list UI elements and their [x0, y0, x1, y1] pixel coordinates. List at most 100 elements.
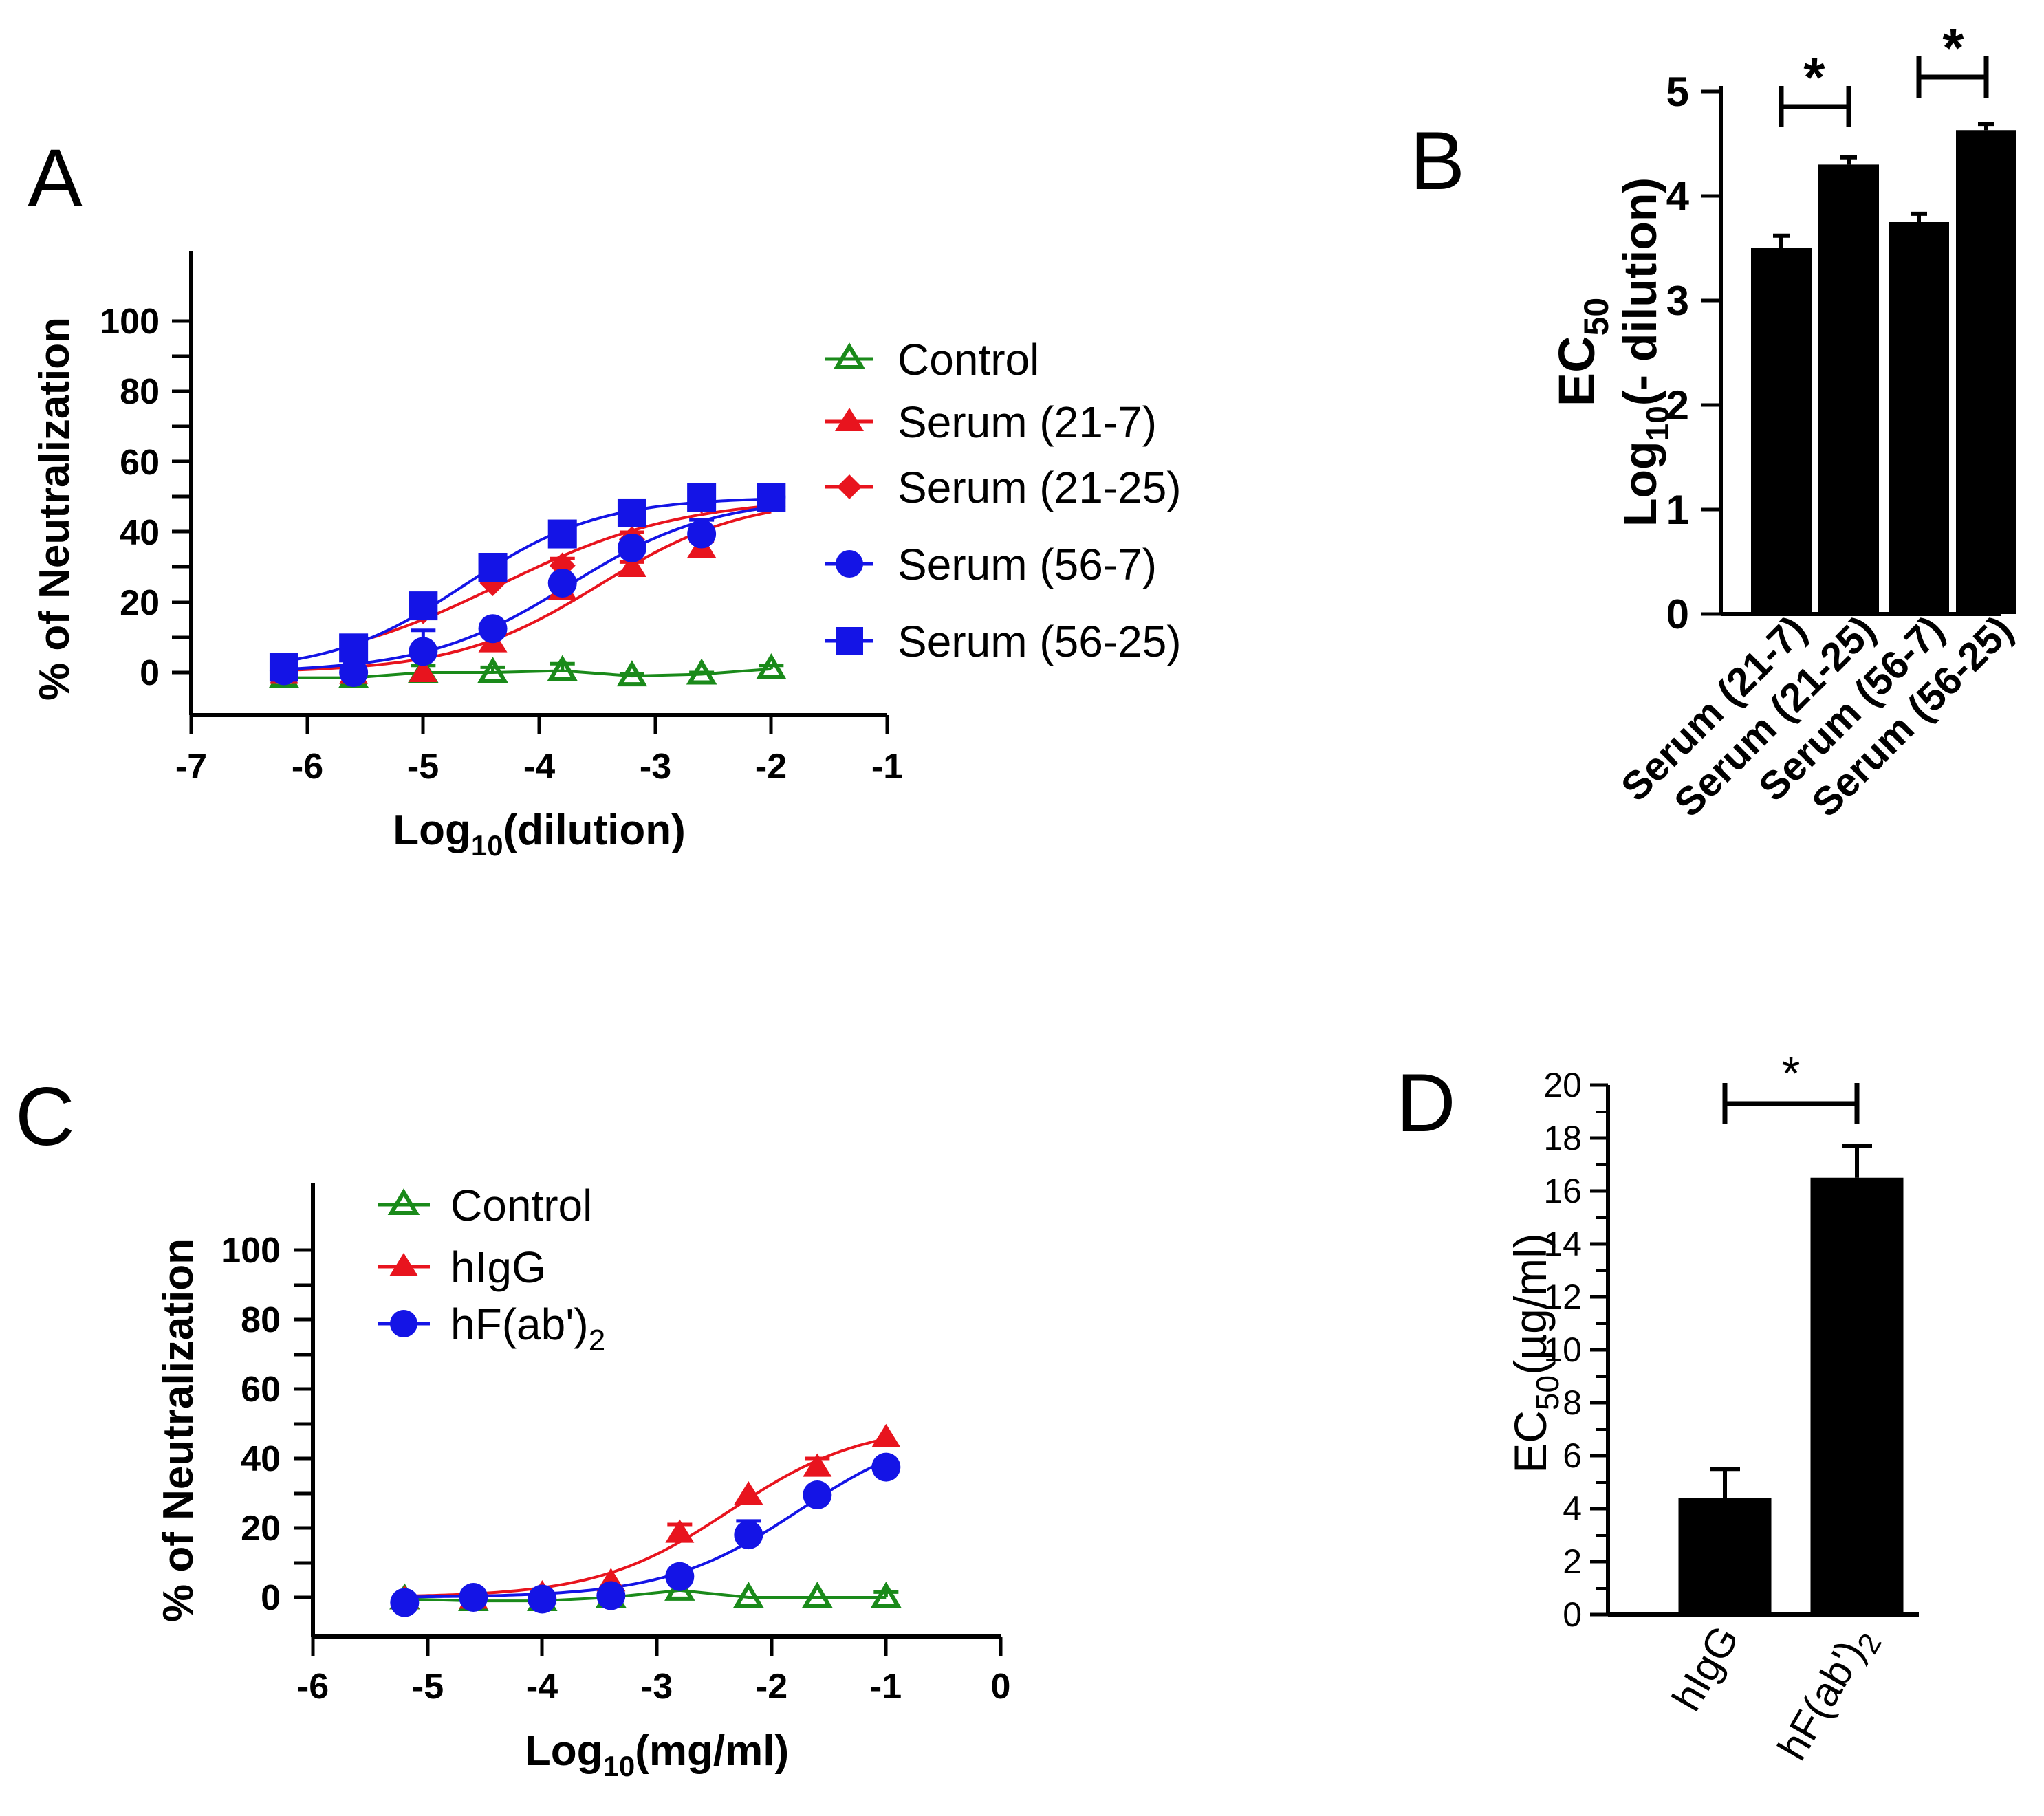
panel-d-y-tick-label: 20: [1543, 1066, 1582, 1104]
data-point: [617, 498, 646, 527]
circle-marker-icon: [390, 1310, 417, 1337]
panel-a-legend: Control Serum (21-7) Serum (21-25) Serum…: [825, 335, 1182, 666]
panel-c-x-ticks: -6 -5 -4 -3 -2 -1 0: [297, 1637, 1010, 1707]
panel-d-y-tick-label: 8: [1563, 1383, 1582, 1422]
panel-b-x-tick-labels: Serum (21-7) Serum (21-25) Serum (56-7) …: [1613, 607, 2021, 825]
panel-a-x-tick-label: -5: [407, 747, 439, 787]
legend-entry-serum-21-25: Serum (21-25): [825, 463, 1182, 512]
data-point: [547, 568, 577, 598]
data-point: [478, 553, 508, 582]
panel-a-x-tick-label: -6: [292, 747, 323, 787]
panel-d-x-tick-label: hF(ab')2: [1769, 1618, 1889, 1771]
bar: [1810, 1177, 1904, 1615]
data-point: [687, 483, 717, 512]
triangle-open-marker-icon: [387, 1188, 420, 1215]
data-point: [617, 533, 646, 562]
data-point: [596, 1581, 626, 1610]
panel-a-y-tick-label: 100: [100, 302, 160, 342]
panel-c-x-tick-label: -5: [412, 1667, 444, 1707]
panel-a-x-tick-label: -7: [175, 747, 207, 787]
panel-b-y-tick-label: 4: [1666, 173, 1690, 219]
panel-d-x-tick-label: hIgG: [1663, 1618, 1748, 1718]
bar: [1818, 164, 1879, 614]
panel-b-y-axis-label-top: EC50: [1548, 298, 1616, 406]
bar: [1889, 222, 1949, 614]
panel-a-x-tick-label: -2: [755, 747, 787, 787]
legend-label: Serum (56-25): [898, 617, 1182, 666]
panel-d-bars: [1678, 1144, 1904, 1615]
panel-b-y-tick-label: 0: [1666, 591, 1689, 637]
legend-entry-higg: hIgG: [378, 1243, 546, 1292]
panel-a-x-tick-label: -4: [523, 747, 555, 787]
data-point: [871, 1423, 901, 1447]
significance-star: *: [1781, 1047, 1800, 1100]
legend-entry-hfab2: hF(ab')2: [378, 1300, 605, 1357]
data-point: [665, 1562, 695, 1591]
panel-d-significance: *: [1722, 1047, 1860, 1124]
diamond-marker-icon: [837, 474, 862, 499]
panel-c-y-axis-label: % of Neutralization: [155, 1238, 202, 1622]
data-point: [477, 657, 508, 683]
data-point: [871, 1452, 901, 1482]
panel-c-y-tick-label: 0: [261, 1578, 281, 1618]
panel-c-y-ticks: 0 20 40 60 80 100: [221, 1231, 313, 1618]
panel-a-x-tick-label: -1: [871, 747, 903, 787]
data-point: [734, 1481, 763, 1505]
panel-b-y-axis-label-bottom: Log10(- dilution): [1614, 177, 1675, 527]
legend-label: Serum (21-25): [898, 463, 1182, 512]
panel-d-x-tick-labels: hIgG hF(ab')2: [1663, 1618, 1889, 1771]
square-marker-icon: [836, 627, 863, 655]
triangle-marker-icon: [835, 408, 864, 431]
panel-d-y-tick-label: 10: [1543, 1331, 1582, 1369]
panel-c-y-tick-label: 20: [241, 1509, 281, 1549]
panel-c-y-tick-label: 40: [241, 1439, 281, 1479]
panel-d-y-tick-label: 18: [1543, 1119, 1582, 1157]
panel-c-x-axis-label: Log10(mg/ml): [525, 1727, 789, 1782]
circle-marker-icon: [836, 550, 863, 578]
data-point: [409, 637, 438, 666]
panel-b-y-tick-label: 3: [1666, 278, 1689, 324]
panel-c-data-points: [389, 1423, 902, 1617]
panel-c-legend: Control hIgG hF(ab')2: [378, 1181, 605, 1357]
panel-a-data-points: [268, 483, 787, 688]
panel-d-y-tick-label: 6: [1563, 1436, 1582, 1475]
data-point: [409, 659, 438, 682]
data-point: [756, 653, 787, 679]
data-point: [547, 519, 577, 549]
panel-d-y-tick-label: 0: [1563, 1595, 1582, 1634]
panel-d-bar-chart: 0 2 4 6 8 10 12 14 16 18 20 * hIgG hF(ab…: [1505, 1047, 1919, 1771]
panel-d-y-tick-label: 2: [1563, 1542, 1582, 1581]
panel-a-line-chart: 0 20 40 60 80 100 -7 -6 -5 -4 -3 -2 -1 L…: [31, 251, 1182, 862]
panel-b-bar-chart: 0 1 2 3 4 5 * * Serum (21-7) Serum (21-2…: [1548, 17, 2021, 825]
data-point: [617, 554, 646, 577]
data-point: [686, 658, 717, 685]
panel-a-y-tick-label: 20: [120, 583, 160, 623]
bar: [1751, 248, 1812, 614]
significance-star: *: [1942, 17, 1964, 78]
legend-label: Control: [450, 1181, 592, 1230]
legend-entry-serum-56-7: Serum (56-7): [825, 540, 1157, 589]
panel-d-y-axis-label: EC50(µg/ml): [1505, 1233, 1565, 1474]
bar: [1678, 1498, 1772, 1615]
panel-c-y-tick-label: 100: [221, 1231, 281, 1271]
panel-a-x-ticks: -7 -6 -5 -4 -3 -2 -1: [175, 715, 903, 787]
data-point: [409, 591, 438, 621]
data-point: [871, 1582, 902, 1608]
panel-d-y-tick-label: 14: [1543, 1225, 1582, 1263]
panel-b-y-tick-label: 5: [1666, 69, 1689, 115]
data-point: [547, 655, 578, 681]
panel-a-x-axis-label: Log10(dilution): [393, 807, 685, 862]
panel-c-x-tick-label: -1: [870, 1667, 902, 1707]
triangle-marker-icon: [389, 1253, 418, 1276]
legend-entry-serum-21-7: Serum (21-7): [825, 397, 1157, 447]
legend-label: Control: [898, 335, 1039, 384]
legend-label: hIgG: [450, 1243, 546, 1292]
panel-label-a: A: [28, 132, 83, 224]
panel-c-x-tick-label: -3: [641, 1667, 673, 1707]
panel-d-y-tick-label: 4: [1563, 1489, 1582, 1528]
legend-label: hF(ab')2: [450, 1300, 605, 1357]
data-point: [734, 1520, 763, 1550]
data-point: [733, 1582, 764, 1608]
legend-entry-serum-56-25: Serum (56-25): [825, 617, 1182, 666]
panel-d-y-tick-label: 16: [1543, 1172, 1582, 1210]
